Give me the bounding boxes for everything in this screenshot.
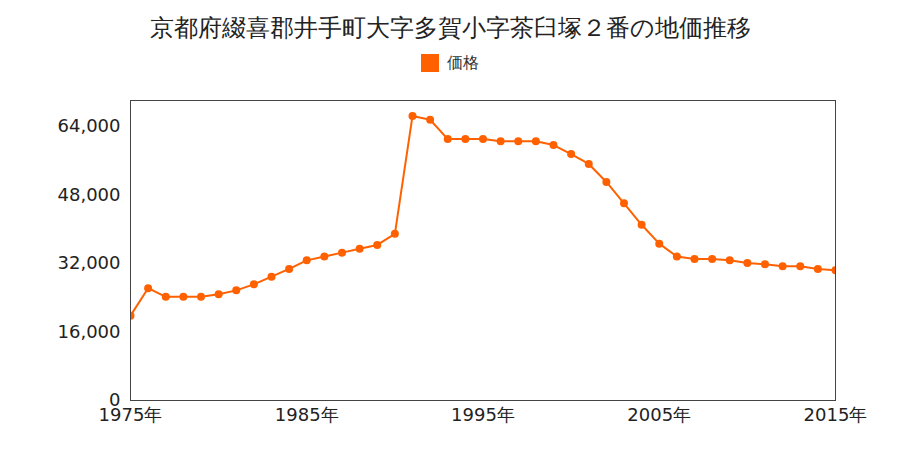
- svg-text:64,000: 64,000: [58, 115, 121, 136]
- svg-text:1985年: 1985年: [275, 404, 339, 425]
- html-text:京都府綴喜郡井手町大字多賀小字茶臼塚２番の地価推移: 京都府綴喜郡井手町大字多賀小字茶臼塚２番の地価推移: [149, 14, 751, 42]
- svg-text:1995年: 1995年: [451, 404, 515, 425]
- svg-text:48,000: 48,000: [58, 184, 121, 205]
- svg-text:2015年: 2015年: [804, 404, 868, 425]
- svg-text:16,000: 16,000: [58, 321, 121, 342]
- svg-text:1975年: 1975年: [99, 404, 163, 425]
- svg-text:0: 0: [109, 389, 121, 411]
- svg-text:32,000: 32,000: [58, 252, 121, 273]
- svg-text:2005年: 2005年: [627, 404, 691, 425]
- html-text:価格: 価格: [447, 52, 479, 72]
